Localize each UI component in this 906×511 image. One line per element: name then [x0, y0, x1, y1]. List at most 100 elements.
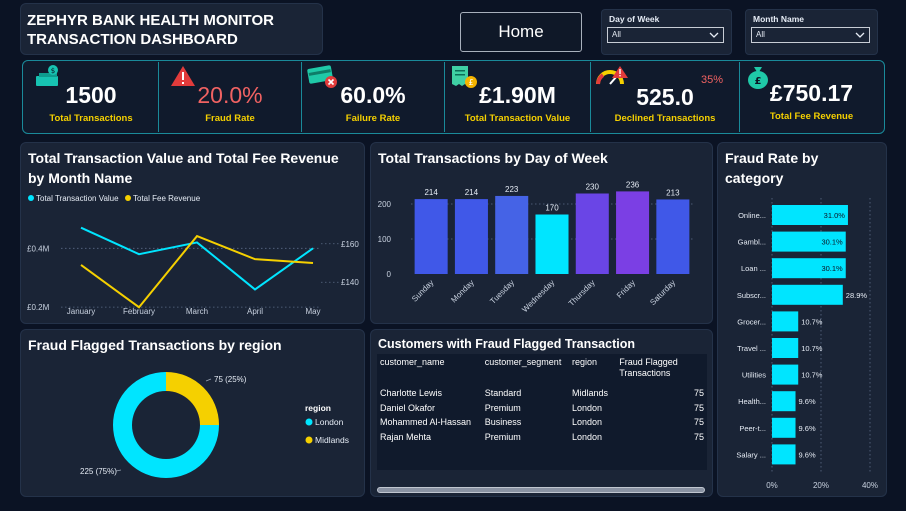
- legend-label-midlands: Midlands: [315, 435, 349, 445]
- donut-chart: 75 (25%) 225 (75%) region London Midland…: [80, 372, 349, 478]
- x-tick-label: March: [186, 307, 208, 316]
- header-title-panel: ZEPHYR BANK HEALTH MONITOR TRANSACTION D…: [20, 3, 323, 55]
- day-of-week-dropdown[interactable]: All: [607, 27, 724, 43]
- cash-icon: $: [36, 65, 58, 86]
- bar-value-label: 10.7%: [801, 371, 823, 380]
- home-button-label: Home: [498, 22, 544, 41]
- category-label: Subscr...: [737, 291, 766, 300]
- bar-value-label: 170: [545, 204, 559, 213]
- bar-value-label: 30.1%: [821, 264, 843, 273]
- x-tick-label: April: [247, 307, 263, 316]
- bar-value-label: 10.7%: [801, 344, 823, 353]
- table-row[interactable]: Daniel Okafor Premium London 75: [377, 401, 707, 416]
- chevron-down-icon: [855, 32, 865, 38]
- kpi-declined-transactions: 35% 525.0 Declined Transactions: [591, 62, 740, 132]
- bar: [772, 231, 846, 252]
- kpi-caption: Total Transactions: [49, 113, 133, 124]
- x-tick-label: 20%: [813, 481, 829, 490]
- bar: [656, 199, 690, 274]
- table-row[interactable]: Rajan Mehta Premium London 75: [377, 430, 707, 445]
- bar: [454, 199, 488, 274]
- x-tick-label: Tuesday: [488, 278, 516, 306]
- donut-slice-midlands: [166, 372, 219, 425]
- x-tick-label: Saturday: [648, 278, 677, 307]
- fraud-category-title: Fraud Rate by category: [725, 150, 819, 186]
- kpi-caption: Total Fee Revenue: [769, 111, 854, 122]
- legend-title: region: [305, 403, 331, 413]
- cell-customer-name: Charlotte Lewis: [380, 388, 443, 399]
- left-tick-label: £0.2M: [27, 303, 50, 312]
- donut-panel: Fraud Flagged Transactions by region 75 …: [20, 329, 365, 497]
- column-header[interactable]: region: [572, 357, 598, 367]
- dashboard-title-line2: TRANSACTION DASHBOARD: [27, 31, 238, 48]
- gauge-alert-icon: [596, 66, 628, 85]
- table-panel: Customers with Fraud Flagged Transaction…: [370, 329, 713, 497]
- dashboard-title-line1: ZEPHYR BANK HEALTH MONITOR: [27, 12, 274, 29]
- kpi-total-transactions: $ 1500 Total Transactions: [24, 62, 159, 132]
- kpi-value: 1500: [65, 82, 117, 108]
- customer-table: customer_name customer_segment region Fr…: [377, 354, 707, 444]
- x-tick-label: 0%: [766, 481, 778, 490]
- kpi-fraud-rate: 20.0% Fraud Rate: [159, 62, 302, 132]
- kpi-failure-rate: 60.0% Failure Rate: [302, 62, 445, 132]
- bar: [772, 311, 799, 332]
- warning-icon: [171, 66, 195, 86]
- line-chart-panel: Total Transaction Value and Total Fee Re…: [20, 142, 365, 324]
- cell-region: London: [572, 431, 603, 442]
- cell-segment: Premium: [484, 402, 521, 413]
- kpi-caption: Total Transaction Value: [464, 113, 571, 124]
- x-tick-label: Friday: [615, 278, 637, 300]
- category-label: Loan ...: [741, 264, 766, 273]
- legend-label-fee-revenue: Total Fee Revenue: [133, 194, 201, 203]
- dropdown-value: All: [756, 30, 765, 39]
- bar: [772, 205, 848, 225]
- line-chart: Total Transaction Value Total Fee Revenu…: [27, 194, 359, 316]
- legend-marker-fee-revenue: [125, 195, 131, 201]
- left-tick-label: £0.4M: [27, 244, 50, 253]
- kpi-caption: Failure Rate: [345, 113, 401, 124]
- svg-text:£: £: [755, 76, 762, 87]
- bar: [772, 258, 846, 279]
- column-header[interactable]: customer_segment: [484, 357, 562, 367]
- receipt-pound-icon: £: [452, 66, 477, 88]
- legend-marker-london: [305, 418, 313, 426]
- table-row[interactable]: Mohammed Al-Hassan Business London 75: [377, 415, 707, 430]
- y-tick-label: 0: [387, 270, 392, 279]
- cell-fraud-count: 75: [693, 417, 704, 428]
- month-name-dropdown[interactable]: All: [751, 27, 870, 43]
- table-row[interactable]: Charlotte Lewis Standard Midlands 75: [377, 384, 707, 401]
- chevron-down-icon: [709, 32, 719, 38]
- category-label: Health...: [738, 397, 766, 406]
- kpi-value: £750.17: [769, 80, 854, 106]
- donut-label-london: 225 (75%): [80, 467, 117, 476]
- money-bag-icon: £: [748, 67, 768, 89]
- bar: [616, 191, 650, 274]
- svg-text:$: $: [51, 67, 55, 75]
- cell-region: London: [572, 417, 603, 428]
- bar: [772, 338, 799, 358]
- x-tick-label: Monday: [449, 278, 475, 304]
- bar: [575, 193, 609, 274]
- bar: [414, 199, 448, 274]
- bar: [772, 364, 799, 385]
- column-header[interactable]: Fraud Flagged Transactions: [619, 357, 678, 378]
- bar: [772, 417, 796, 438]
- category-label: Gambl...: [738, 238, 766, 247]
- table-scrollbar[interactable]: [377, 487, 705, 493]
- kpi-extra-percent: 35%: [700, 74, 723, 86]
- cell-customer-name: Daniel Okafor: [380, 402, 436, 413]
- cell-segment: Business: [484, 417, 522, 428]
- category-label: Online...: [738, 211, 766, 220]
- home-button[interactable]: Home: [460, 12, 582, 52]
- legend-marker-midlands: [305, 436, 313, 444]
- bar: [535, 214, 569, 274]
- filter-day-of-week: Day of Week All: [601, 9, 732, 55]
- kpi-value: £1.90M: [479, 82, 556, 108]
- cell-customer-name: Rajan Mehta: [380, 431, 432, 442]
- filter-month-name: Month Name All: [745, 9, 878, 55]
- donut-label-midlands: 75 (25%): [214, 375, 247, 384]
- x-tick-label: May: [305, 307, 320, 316]
- column-header[interactable]: customer_name: [380, 357, 445, 367]
- bar-value-label: 10.7%: [801, 317, 823, 326]
- table-header-row: customer_name customer_segment region Fr…: [377, 354, 707, 384]
